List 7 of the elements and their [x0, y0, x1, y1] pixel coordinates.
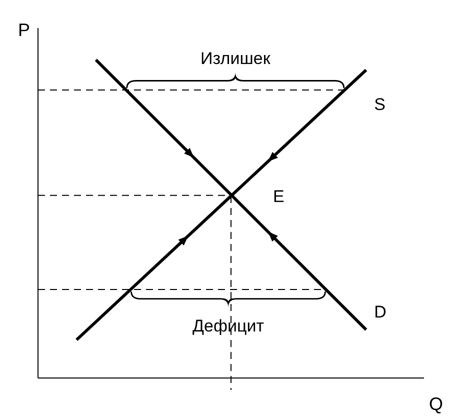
annotation: E	[273, 187, 284, 206]
y-axis-title: P	[18, 20, 30, 40]
annotation: Излишек	[200, 49, 271, 68]
x-axis-title: Q	[428, 394, 444, 414]
annotation: Дефицит	[192, 316, 264, 336]
series-label: D	[374, 302, 386, 322]
series-label: S	[374, 95, 386, 114]
